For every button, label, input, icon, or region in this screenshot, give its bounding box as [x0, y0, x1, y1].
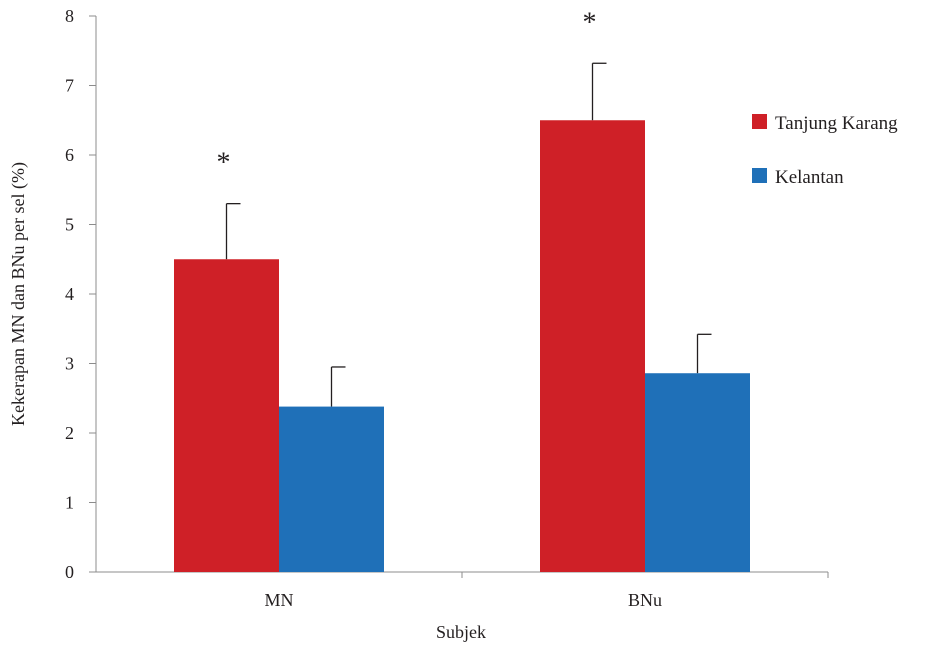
- y-tick-label: 8: [65, 6, 74, 26]
- significance-asterisk: *: [583, 7, 597, 38]
- x-category-label: MN: [264, 590, 293, 610]
- bar-kelantan-bnu: [645, 373, 750, 572]
- significance-asterisk: *: [217, 148, 231, 179]
- bar-tanjung-karang-mn: [174, 259, 279, 572]
- legend-label-kelantan: Kelantan: [775, 167, 844, 188]
- legend-label-tanjung-karang: Tanjung Karang: [775, 113, 898, 134]
- legend: Tanjung Karang Kelantan: [752, 113, 898, 188]
- x-category-label: BNu: [628, 590, 662, 610]
- y-tick-label: 6: [65, 145, 74, 165]
- x-category-labels: MN BNu: [264, 572, 829, 610]
- bar-tanjung-karang-bnu: [540, 120, 645, 572]
- y-tick-label: 1: [65, 493, 74, 513]
- y-tick-label: 0: [65, 562, 74, 582]
- error-bars: [225, 62, 712, 407]
- y-tick-label: 3: [65, 354, 74, 374]
- y-tick-label: 7: [65, 76, 74, 96]
- legend-swatch-tanjung-karang: [752, 114, 767, 129]
- y-tick-label: 2: [65, 423, 74, 443]
- legend-swatch-kelantan: [752, 168, 767, 183]
- y-tick-label: 4: [65, 284, 74, 304]
- y-ticks: 0 1 2 3 4 5 6 7 8: [65, 6, 96, 582]
- bars: [174, 120, 750, 572]
- x-axis-title: Subjek: [436, 622, 486, 642]
- y-axis-title: Kekerapan MN dan BNu per sel (%): [8, 162, 29, 426]
- bar-kelantan-mn: [279, 406, 384, 572]
- y-tick-label: 5: [65, 215, 74, 235]
- significance-marks: **: [217, 7, 597, 178]
